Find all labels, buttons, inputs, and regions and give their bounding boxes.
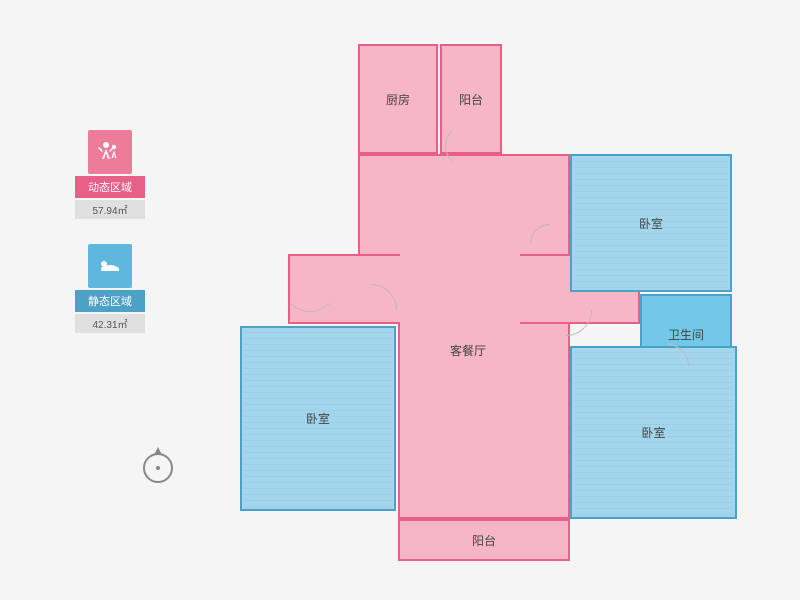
door-arc (445, 124, 489, 168)
room-label: 阳台 (459, 91, 483, 108)
room-label: 客餐厅 (450, 342, 486, 359)
legend-dynamic-value: 57.94㎡ (75, 200, 145, 219)
door-arc (282, 256, 338, 312)
room-kitchen: 厨房 (358, 44, 438, 154)
legend-dynamic-label: 动态区域 (75, 176, 145, 198)
room-label: 卧室 (641, 424, 665, 441)
sleeping-icon (97, 256, 123, 276)
legend-static: 静态区域 42.31㎡ (75, 244, 145, 333)
legend-panel: 动态区域 57.94㎡ 静态区域 42.31㎡ (75, 130, 145, 358)
floor-plan: 厨房阳台卫生间客餐厅阳台卧室卫生间卧室卧室 (240, 44, 750, 564)
room-balcony-bottom: 阳台 (398, 519, 570, 561)
room-label: 阳台 (472, 532, 496, 549)
legend-dynamic: 动态区域 57.94㎡ (75, 130, 145, 219)
room-bedroom-tr: 卧室 (570, 154, 732, 292)
static-zone-icon (88, 244, 132, 288)
legend-static-label: 静态区域 (75, 290, 145, 312)
dynamic-zone-icon (88, 130, 132, 174)
people-icon (97, 139, 123, 165)
room-label: 卫生间 (668, 326, 704, 343)
room-label: 卧室 (306, 410, 330, 427)
legend-static-value: 42.31㎡ (75, 314, 145, 333)
room-label: 厨房 (386, 91, 410, 108)
room-bedroom-bl: 卧室 (240, 326, 396, 511)
compass-icon (143, 453, 173, 483)
room-label: 卧室 (639, 215, 663, 232)
